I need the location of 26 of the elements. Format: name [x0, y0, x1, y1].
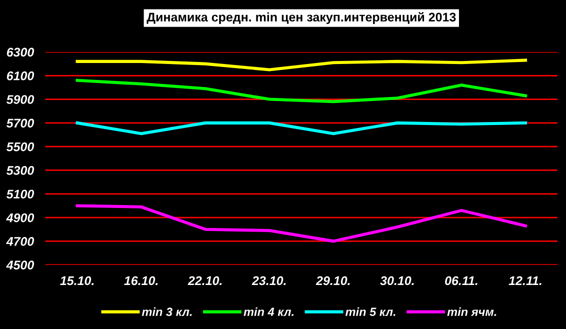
y-tick-label: 5100 — [6, 190, 34, 199]
line-series — [76, 58, 528, 72]
x-tick-label: 29.10. — [316, 276, 350, 286]
y-tick-label: 6300 — [6, 48, 34, 57]
x-tick-label: 15.10. — [60, 276, 94, 286]
x-tick-label: 12.11. — [508, 276, 542, 286]
x-tick-label: 22.10. — [188, 276, 222, 286]
line-series — [76, 204, 528, 243]
legend-label: min 5 кл. — [345, 307, 396, 316]
x-tick-label: 30.10. — [380, 276, 414, 286]
y-tick-label: 5900 — [6, 95, 34, 104]
legend-label: min 3 кл. — [142, 307, 192, 316]
y-tick-label: 5300 — [6, 166, 34, 175]
x-tick-label: 16.10. — [124, 276, 158, 286]
y-tick-label: 4500 — [6, 260, 34, 270]
x-tick-label: 06.11. — [445, 276, 478, 286]
legend-label: min ячм. — [447, 307, 496, 316]
legend-label: min 4 кл. — [244, 307, 294, 316]
chart-title: Динамика средн. min цен закуп.интервенций 2013 — [146, 12, 456, 24]
y-tick-label: 6100 — [6, 71, 34, 80]
y-tick-label: 4700 — [6, 236, 34, 246]
x-tick-label: 23.10. — [252, 276, 286, 286]
y-tick-label: 5700 — [6, 118, 34, 128]
line-series — [76, 78, 528, 104]
y-tick-label: 5500 — [6, 142, 34, 152]
y-tick-label: 4900 — [6, 213, 34, 222]
